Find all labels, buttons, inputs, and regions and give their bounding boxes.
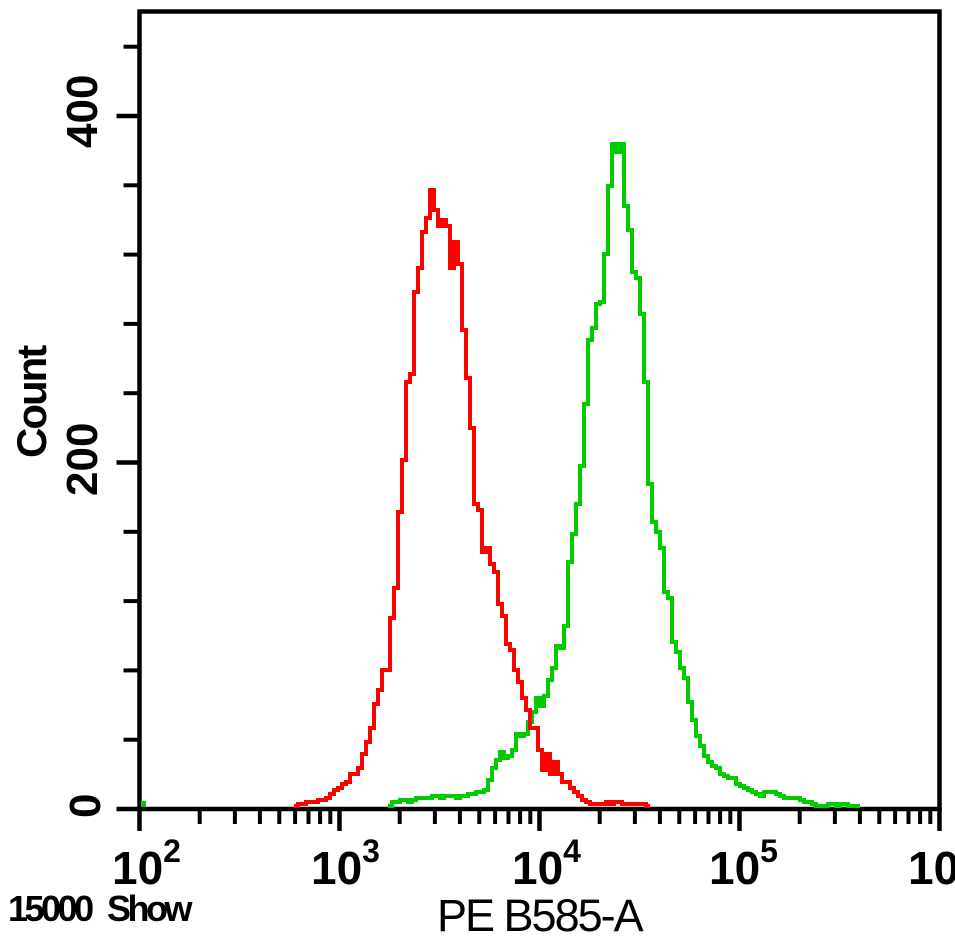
- svg-text:200: 200: [58, 423, 107, 496]
- svg-text:102: 102: [112, 833, 181, 894]
- svg-text:105: 105: [709, 833, 778, 894]
- svg-text:15000: 15000: [8, 888, 93, 929]
- svg-text:0: 0: [61, 794, 110, 818]
- svg-text:Show: Show: [107, 888, 193, 929]
- svg-text:104: 104: [512, 833, 581, 894]
- svg-text:Count: Count: [8, 345, 55, 458]
- svg-text:400: 400: [58, 75, 107, 148]
- svg-text:10: 10: [908, 842, 955, 894]
- svg-text:PE B585-A: PE B585-A: [437, 890, 644, 939]
